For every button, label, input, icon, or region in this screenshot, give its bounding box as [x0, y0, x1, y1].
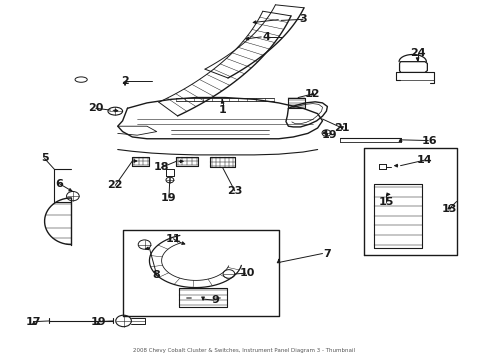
Text: 23: 23 — [226, 186, 242, 196]
Text: 21: 21 — [334, 123, 349, 133]
Text: 22: 22 — [107, 180, 123, 190]
Text: 2: 2 — [121, 76, 129, 86]
Text: 19: 19 — [322, 130, 337, 140]
Text: 18: 18 — [154, 162, 169, 172]
Text: 17: 17 — [26, 317, 41, 327]
Text: 3: 3 — [299, 14, 306, 24]
Text: 1: 1 — [218, 105, 226, 115]
Text: 19: 19 — [161, 193, 176, 203]
Text: 14: 14 — [416, 155, 432, 165]
Text: 8: 8 — [153, 270, 160, 280]
Text: 11: 11 — [166, 234, 181, 244]
Text: 16: 16 — [421, 136, 437, 145]
Text: 15: 15 — [377, 197, 393, 207]
Text: 4: 4 — [262, 32, 270, 41]
Text: 12: 12 — [305, 89, 320, 99]
Text: 6: 6 — [55, 179, 63, 189]
Text: 10: 10 — [239, 268, 254, 278]
Text: 9: 9 — [211, 295, 219, 305]
Text: 5: 5 — [41, 153, 48, 163]
Text: 20: 20 — [88, 103, 103, 113]
Text: 7: 7 — [323, 248, 330, 258]
Text: 13: 13 — [441, 204, 456, 214]
Text: 2008 Chevy Cobalt Cluster & Switches, Instrument Panel Diagram 3 - Thumbnail: 2008 Chevy Cobalt Cluster & Switches, In… — [133, 348, 355, 353]
Text: 19: 19 — [90, 317, 106, 327]
Text: 24: 24 — [409, 48, 425, 58]
